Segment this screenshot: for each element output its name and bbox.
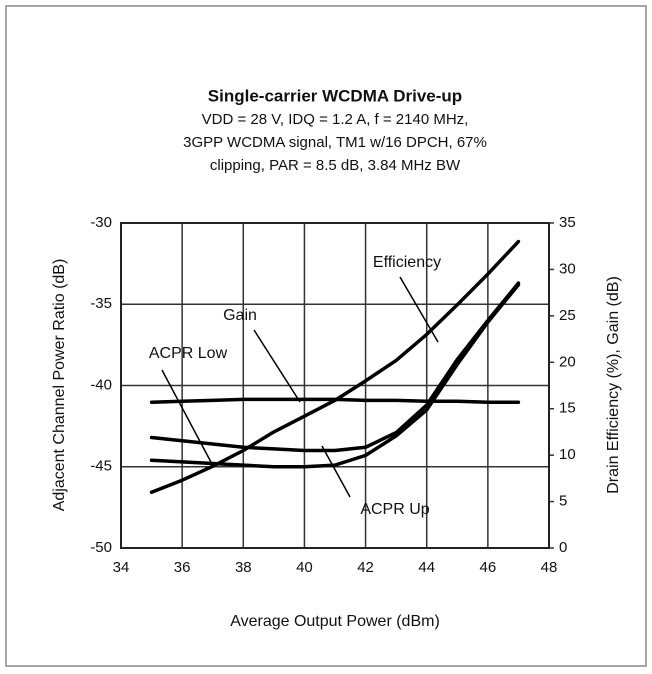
leader-line [399,276,439,343]
x-tick-label: 38 [235,559,252,576]
chart-title: Single-carrier WCDMA Drive-up [208,86,462,105]
y2-tick-label: 15 [559,400,576,417]
subtitle: clipping, PAR = 8.5 dB, 3.84 MHz BW [210,157,461,174]
y-tick-label: -40 [90,376,112,393]
x-tick-label: 42 [357,559,374,576]
series-line [149,397,521,404]
y2-axis-label: Drain Efficiency (%), Gain (dB) [605,276,622,494]
y-tick-label: -45 [90,458,112,475]
y2-tick-label: 30 [559,260,576,277]
series-label: Gain [223,307,257,324]
leader-line [161,369,213,465]
y2-tick-label: 25 [559,307,576,324]
x-tick-label: 48 [541,559,558,576]
y2-tick-label: 35 [559,214,576,231]
series-label: Efficiency [373,254,441,271]
series-line [149,283,521,469]
leader-line [321,445,351,498]
x-tick-label: 40 [296,559,313,576]
plot-border [120,222,550,549]
x-axis-label: Average Output Power (dBm) [230,613,440,630]
y2-tick-label: 10 [559,446,576,463]
frame [5,5,647,667]
series-label: ACPR Up [360,501,429,518]
series-line [149,281,521,453]
x-tick-label: 44 [418,559,435,576]
subtitle: VDD = 28 V, IDQ = 1.2 A, f = 2140 MHz, [202,111,469,128]
subtitle: 3GPP WCDMA signal, TM1 w/16 DPCH, 67% [183,134,487,151]
y2-tick-label: 20 [559,353,576,370]
y2-tick-label: 5 [559,493,567,510]
series-label: ACPR Low [149,345,228,362]
y-tick-label: -30 [90,214,112,231]
leader-line [253,329,301,403]
x-tick-label: 34 [113,559,130,576]
y-axis-label: Adjacent Channel Power Ratio (dB) [51,259,68,512]
x-tick-label: 46 [480,559,497,576]
y-tick-label: -50 [90,539,112,556]
x-tick-label: 36 [174,559,191,576]
y2-tick-label: 0 [559,539,567,556]
y-tick-label: -35 [90,295,112,312]
